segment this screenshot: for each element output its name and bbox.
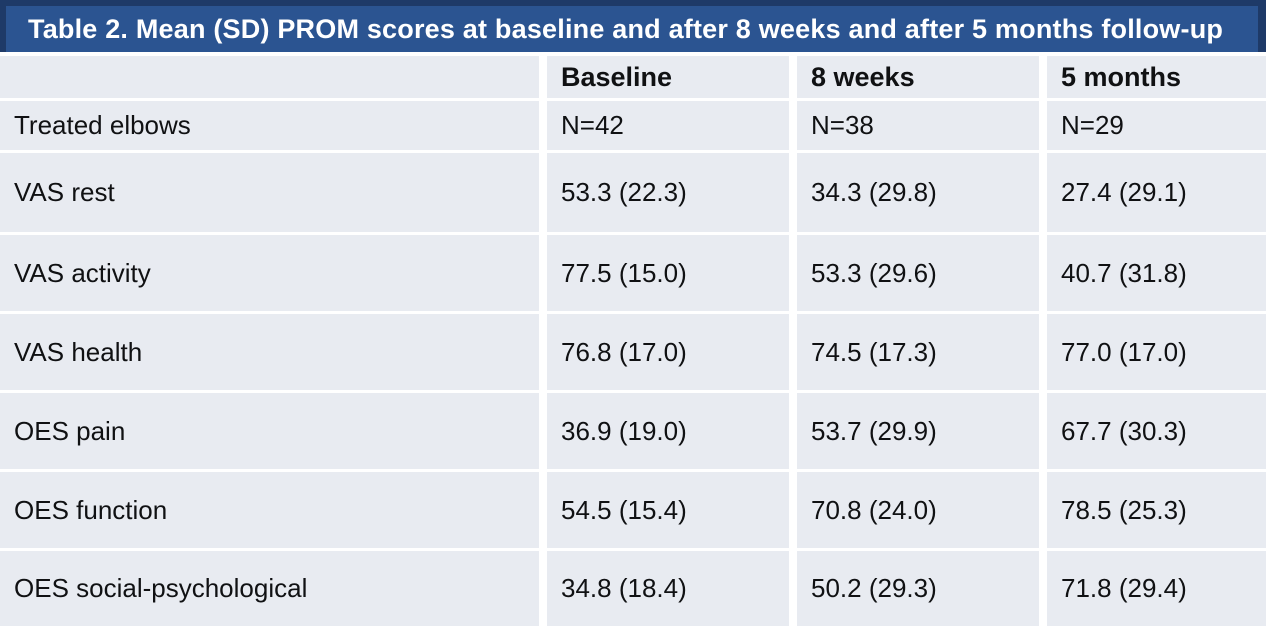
table-cell: 34.3 (29.8): [797, 153, 1039, 232]
row-label: VAS rest: [0, 153, 539, 232]
table-cell: 74.5 (17.3): [797, 314, 1039, 390]
table-cell: 78.5 (25.3): [1047, 472, 1266, 548]
table-cell: 71.8 (29.4): [1047, 551, 1266, 626]
table-cell: 34.8 (18.4): [547, 551, 789, 626]
row-label: Treated elbows: [0, 101, 539, 150]
table-cell: N=42: [547, 101, 789, 150]
table-cell: 50.2 (29.3): [797, 551, 1039, 626]
table-cell: 77.5 (15.0): [547, 235, 789, 311]
table-cell: N=29: [1047, 101, 1266, 150]
row-label: OES function: [0, 472, 539, 548]
table-cell: 53.3 (22.3): [547, 153, 789, 232]
table-cell: 40.7 (31.8): [1047, 235, 1266, 311]
table-cell: N=38: [797, 101, 1039, 150]
table-title-background: Table 2. Mean (SD) PROM scores at baseli…: [6, 6, 1258, 52]
table-cell: 36.9 (19.0): [547, 393, 789, 469]
row-label: OES social-psychological: [0, 551, 539, 626]
table-cell: 53.3 (29.6): [797, 235, 1039, 311]
column-header-baseline: Baseline: [547, 56, 789, 98]
table-cell: 70.8 (24.0): [797, 472, 1039, 548]
table-title-bar: Table 2. Mean (SD) PROM scores at baseli…: [0, 0, 1266, 52]
table-title: Table 2. Mean (SD) PROM scores at baseli…: [28, 13, 1224, 44]
column-header-5-months: 5 months: [1047, 56, 1266, 98]
row-label: VAS activity: [0, 235, 539, 311]
table-cell: 67.7 (30.3): [1047, 393, 1266, 469]
prom-scores-table: Baseline 8 weeks 5 months Treated elbows…: [0, 56, 1266, 626]
row-label: VAS health: [0, 314, 539, 390]
row-label: OES pain: [0, 393, 539, 469]
column-header-8-weeks: 8 weeks: [797, 56, 1039, 98]
table-cell: 27.4 (29.1): [1047, 153, 1266, 232]
table-cell: 76.8 (17.0): [547, 314, 789, 390]
table-cell: 53.7 (29.9): [797, 393, 1039, 469]
table-cell: 54.5 (15.4): [547, 472, 789, 548]
column-header-rowlabels: [0, 56, 539, 98]
table-cell: 77.0 (17.0): [1047, 314, 1266, 390]
